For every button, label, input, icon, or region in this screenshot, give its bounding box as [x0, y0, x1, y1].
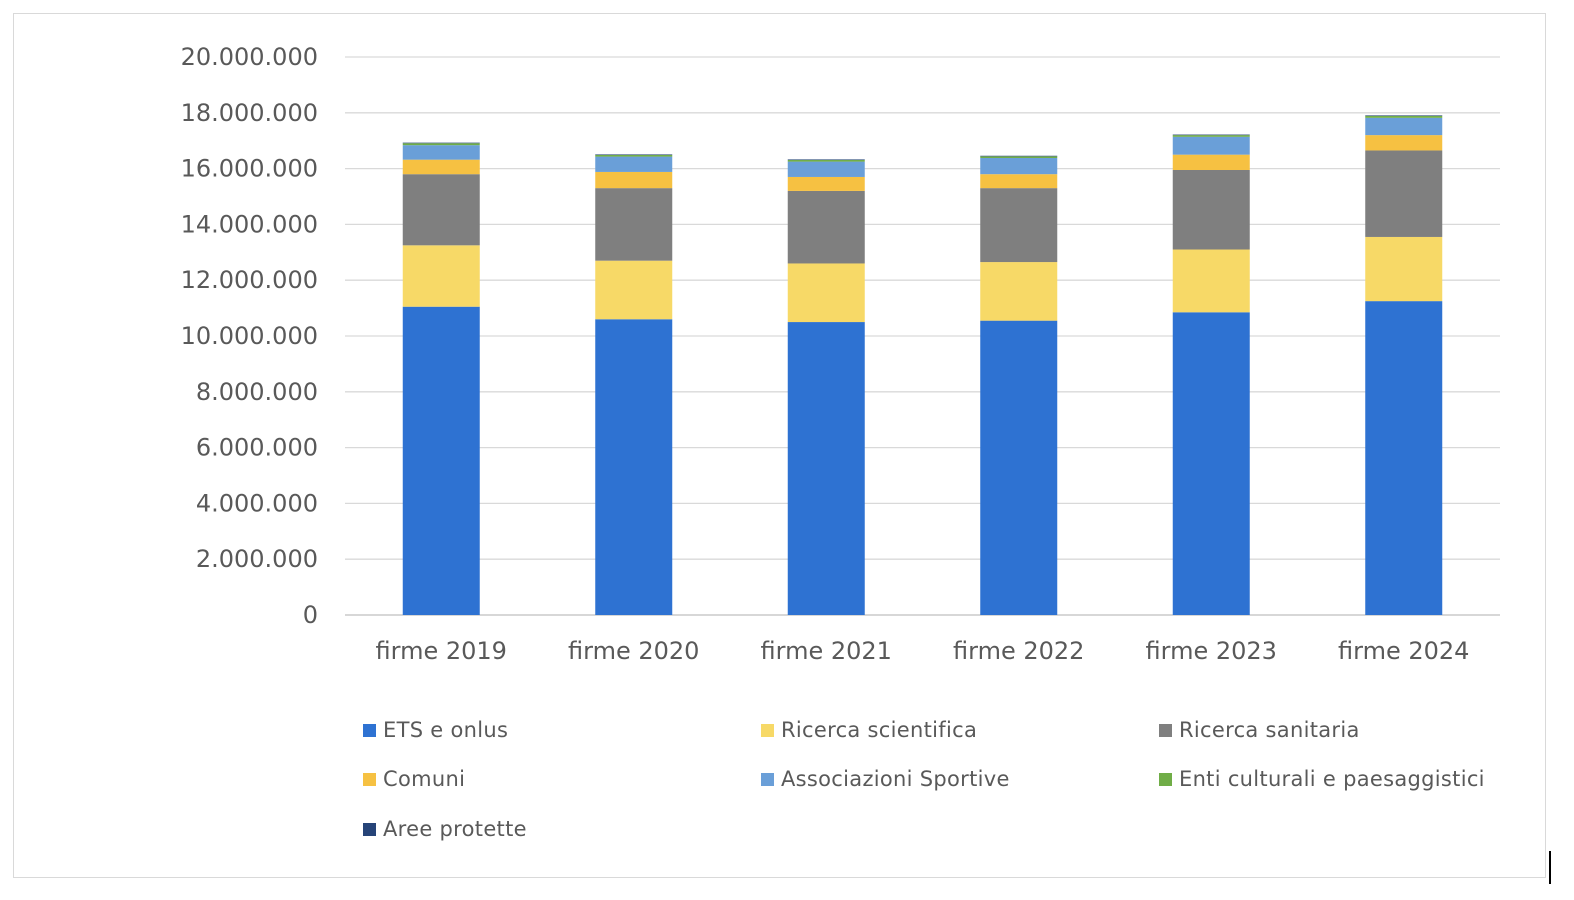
y-tick-label: 18.000.000 — [181, 99, 318, 127]
bar-segment — [595, 154, 673, 157]
x-tick-label: firme 2021 — [761, 637, 892, 665]
bar-segment — [1172, 312, 1250, 615]
legend-label: Enti culturali e paesaggistici — [1179, 767, 1485, 791]
legend-item: Enti culturali e paesaggistici — [1159, 764, 1485, 794]
bar-segment — [1172, 135, 1250, 137]
x-tick-label: firme 2020 — [568, 637, 699, 665]
bar-segment — [1172, 169, 1250, 250]
y-tick-label: 10.000.000 — [181, 322, 318, 350]
y-tick-label: 0 — [303, 601, 318, 629]
x-tick-label: firme 2019 — [376, 637, 507, 665]
legend-label: Aree protette — [383, 817, 527, 841]
bar-segment — [980, 157, 1058, 175]
y-tick-label: 2.000.000 — [196, 545, 318, 573]
bar-segment — [787, 176, 865, 191]
bar-segment — [980, 262, 1058, 321]
bar-segment — [1365, 115, 1443, 118]
x-tick-label: firme 2023 — [1146, 637, 1277, 665]
bar-segment — [787, 190, 865, 264]
legend-swatch — [761, 772, 774, 786]
legend-item: ETS e onlus — [363, 715, 508, 745]
bar-segment — [1365, 301, 1443, 615]
bar-segment — [980, 156, 1058, 158]
legend: ETS e onlus Ricerca scientifica Ricerca sa… — [363, 715, 1553, 845]
legend-swatch — [363, 723, 376, 737]
legend-label: Ricerca scientifica — [781, 718, 978, 742]
bar-segment — [595, 319, 673, 615]
legend-item: Aree protette — [363, 814, 527, 844]
legend-item: Associazioni Sportive — [761, 764, 1010, 794]
legend-item: Comuni — [363, 764, 465, 794]
bar-segment — [595, 188, 673, 261]
bar-segment — [595, 156, 673, 172]
legend-swatch — [1159, 723, 1172, 737]
bar-segment — [1172, 154, 1250, 170]
x-tick-label: firme 2024 — [1338, 637, 1469, 665]
bar-segment — [787, 159, 865, 162]
y-tick-label: 20.000.000 — [181, 43, 318, 71]
bar-segment — [1365, 117, 1443, 136]
bar-segment — [787, 159, 865, 160]
text-cursor — [1549, 851, 1551, 884]
legend-label: Associazioni Sportive — [781, 767, 1010, 791]
bar-segment — [402, 142, 480, 144]
bar-segment — [402, 245, 480, 307]
bar-segment — [787, 322, 865, 615]
legend-swatch — [761, 723, 774, 737]
y-tick-label: 16.000.000 — [181, 155, 318, 183]
y-tick-label: 8.000.000 — [196, 378, 318, 406]
bar-segment — [1365, 150, 1443, 237]
x-tick-label: firme 2022 — [953, 637, 1084, 665]
bar-segment — [1172, 249, 1250, 313]
legend-swatch — [363, 772, 376, 786]
bar-segment — [980, 155, 1058, 157]
y-axis-tick-labels: 0 2.000.000 4.000.000 6.000.000 8.000.000 10.… — [181, 43, 318, 629]
bar-segment — [402, 145, 480, 160]
legend-label: ETS e onlus — [383, 718, 509, 742]
bar-segment — [1365, 115, 1443, 116]
legend-item: Ricerca sanitaria — [1159, 715, 1360, 745]
bar-segment — [402, 143, 480, 146]
bar-segment — [595, 154, 673, 155]
y-tick-label: 4.000.000 — [196, 489, 318, 517]
bar-segment — [402, 306, 480, 615]
x-axis-tick-labels: firme 2019 firme 2020 firme 2021 firme 2022… — [376, 637, 1470, 665]
bar-segment — [787, 263, 865, 323]
bar-segment — [787, 161, 865, 177]
bar-segment — [595, 260, 673, 320]
bar-segment — [980, 174, 1058, 189]
legend-item: Ricerca scientifica — [761, 715, 977, 745]
bar-segment — [1172, 134, 1250, 136]
gridlines — [345, 56, 1500, 616]
bar-segment — [980, 320, 1058, 615]
bars — [402, 115, 1443, 615]
y-tick-label: 14.000.000 — [181, 210, 318, 238]
bar-segment — [402, 159, 480, 175]
bar-segment — [980, 188, 1058, 263]
legend-label: Ricerca sanitaria — [1179, 718, 1360, 742]
bar-segment — [402, 174, 480, 246]
legend-swatch — [1159, 772, 1172, 786]
bar-segment — [1365, 236, 1443, 302]
legend-label: Comuni — [383, 767, 466, 791]
bar-segment — [1172, 136, 1250, 155]
y-tick-label: 12.000.000 — [181, 266, 318, 294]
bar-segment — [595, 171, 673, 189]
bar-segment — [1365, 135, 1443, 151]
chart-frame — [13, 13, 1546, 878]
legend-swatch — [363, 822, 376, 836]
y-tick-label: 6.000.000 — [196, 434, 318, 462]
